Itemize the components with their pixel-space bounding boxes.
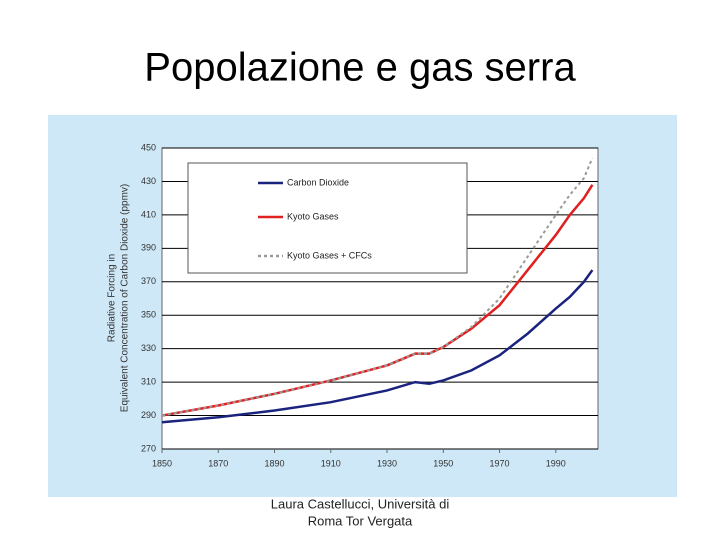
x-tick-label: 1970 — [490, 458, 510, 468]
x-tick-label: 1930 — [377, 458, 397, 468]
legend-entries: Carbon Dioxide Kyoto Gases Kyoto Gases + C… — [258, 177, 372, 260]
legend-label: Kyoto Gases — [287, 211, 339, 221]
y-tick-label: 350 — [141, 310, 156, 320]
lines — [161, 157, 594, 424]
x-tick-label: 1890 — [265, 458, 285, 468]
x-tick-label: 1910 — [321, 458, 341, 468]
x-tick-label: 1870 — [208, 458, 228, 468]
y-axis-label: Equivalent Concentration of Carbon Dioxi… — [120, 184, 131, 412]
y-tick-label: 370 — [141, 276, 156, 286]
y-tick-label: 290 — [141, 410, 156, 420]
legend-label: Carbon Dioxide — [287, 177, 349, 187]
y-tick-label: 410 — [141, 209, 156, 219]
y-tick-label: 270 — [141, 443, 156, 453]
grid: 270 290 310 330 350 370 390 410 430 450 1850 1870 18… — [141, 142, 598, 468]
footer: Laura Castellucci, Università di — [271, 496, 450, 511]
x-tick-label: 1850 — [152, 458, 172, 468]
footer: Roma Tor Vergata — [308, 513, 413, 528]
y-tick-label: 330 — [141, 343, 156, 353]
series-line — [161, 269, 594, 424]
y-tick-label: 390 — [141, 243, 156, 253]
x-tick-label: 1990 — [546, 458, 566, 468]
legend — [187, 162, 468, 274]
y-axis-label: Radiative Forcing in — [107, 254, 118, 342]
series-line — [161, 157, 594, 417]
y-tick-label: 310 — [141, 376, 156, 386]
x-tick-label: 1950 — [433, 458, 453, 468]
y-tick-label: 430 — [141, 176, 156, 186]
slide-title: Popolazione e gas serra — [144, 46, 576, 90]
legend-label: Kyoto Gases + CFCs — [287, 250, 372, 260]
y-tick-label: 450 — [141, 142, 156, 152]
